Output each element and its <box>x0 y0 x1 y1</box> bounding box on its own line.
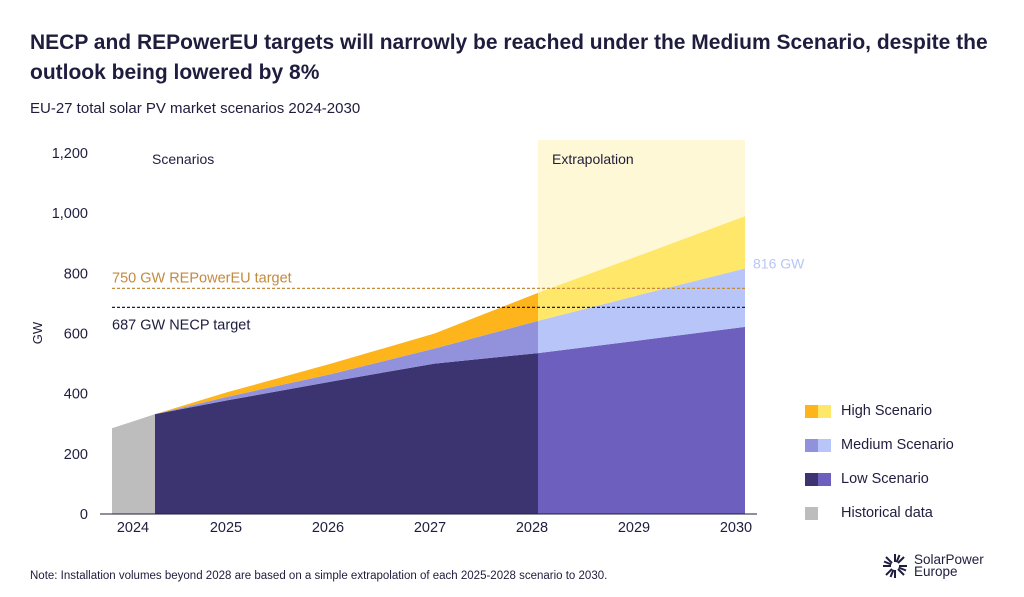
medium-scenario-extrapolation-area <box>538 268 745 354</box>
extrapolation-annotation: Extrapolation <box>552 151 634 167</box>
legend-label: High Scenario <box>841 403 933 419</box>
x-tick-label: 2026 <box>312 520 344 536</box>
y-tick-label: 800 <box>64 266 88 282</box>
chart-subtitle: EU-27 total solar PV market scenarios 20… <box>30 100 361 117</box>
logo-line2: Europe <box>914 564 958 579</box>
y-tick-label: 1,000 <box>52 206 88 222</box>
y-tick-label: 400 <box>64 387 88 403</box>
x-tick-label: 2025 <box>210 520 242 536</box>
x-tick-label: 2028 <box>516 520 548 536</box>
x-tick-label: 2027 <box>414 520 446 536</box>
medium-end-value-label: 816 GW <box>753 256 805 272</box>
y-tick-label: 600 <box>64 327 88 343</box>
legend-label: Low Scenario <box>841 471 929 487</box>
high-scenario-extrapolation-area <box>538 216 745 321</box>
x-tick-label: 2030 <box>720 520 752 536</box>
solarpower-europe-logo: SolarPower Europe <box>882 553 984 579</box>
target-label: 687 GW NECP target <box>112 317 250 333</box>
legend-item-historical: Historical data <box>805 496 954 530</box>
low-scenario-extrapolation-area <box>538 326 745 514</box>
y-tick-label: 0 <box>80 507 88 523</box>
low-scenario-forecast-area <box>155 353 538 514</box>
legend: High Scenario Medium Scenario Low Scenar… <box>805 394 954 530</box>
legend-item-medium: Medium Scenario <box>805 428 954 462</box>
sun-logo-icon <box>883 554 907 578</box>
legend-item-high: High Scenario <box>805 394 954 428</box>
y-axis-label: GW <box>30 321 45 344</box>
legend-label: Historical data <box>841 505 933 521</box>
target-label: 750 GW REPowerEU target <box>112 270 292 286</box>
x-tick-label: 2024 <box>117 520 149 536</box>
legend-label: Medium Scenario <box>841 437 954 453</box>
footnote: Note: Installation volumes beyond 2028 a… <box>30 570 608 582</box>
chart-title: NECP and REPowerEU targets will narrowly… <box>30 31 988 84</box>
legend-item-low: Low Scenario <box>805 462 954 496</box>
scenarios-annotation: Scenarios <box>152 151 214 167</box>
y-tick-label: 200 <box>64 447 88 463</box>
historical-area <box>112 414 155 514</box>
y-tick-label: 1,200 <box>52 146 88 162</box>
logo-line1: SolarPower <box>914 552 984 567</box>
x-tick-label: 2029 <box>618 520 650 536</box>
